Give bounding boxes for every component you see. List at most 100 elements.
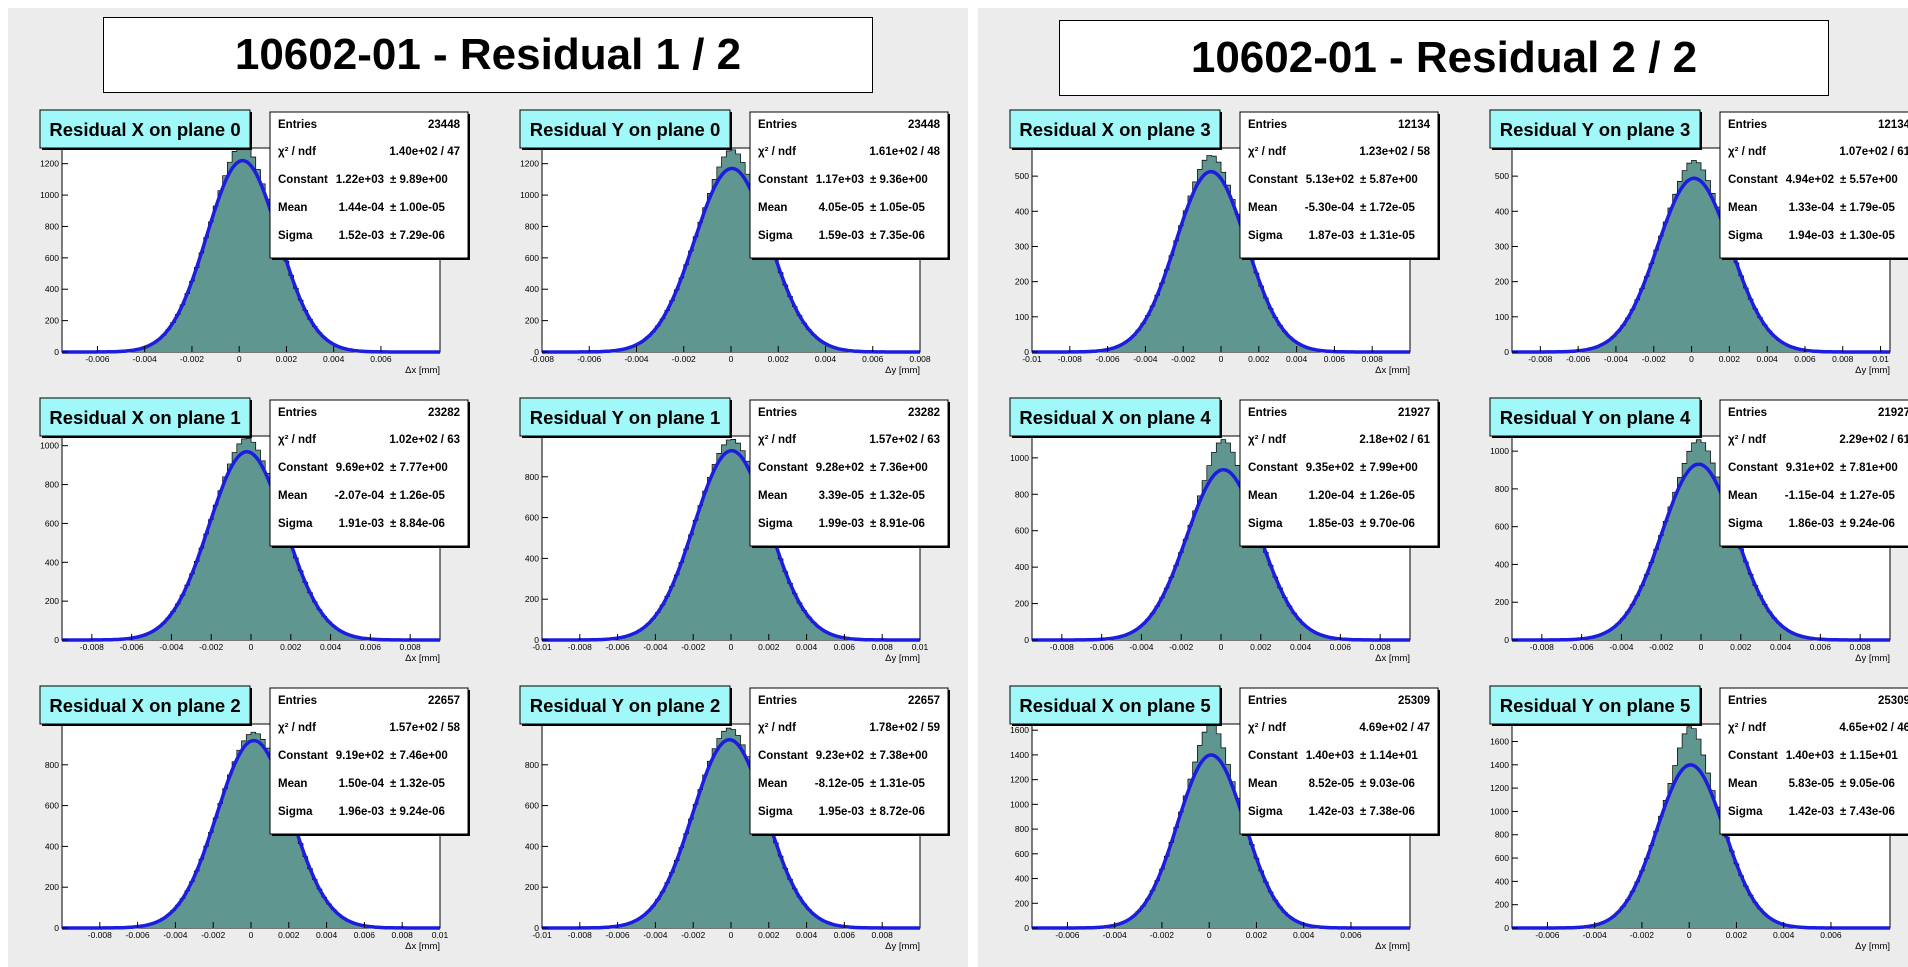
histogram-bin xyxy=(1206,465,1212,640)
histogram-bin xyxy=(697,222,703,352)
stats-mean-value: 4.05e-05 xyxy=(819,202,865,214)
stats-sigma-error: ± 7.38e-06 xyxy=(1360,806,1415,818)
histogram-bin xyxy=(227,463,233,640)
stats-label: Sigma xyxy=(758,518,793,530)
histogram-bin xyxy=(792,593,798,640)
histogram-bin xyxy=(1282,597,1288,640)
histogram-bin xyxy=(1639,585,1645,640)
histogram-bin xyxy=(1164,856,1170,928)
stats-box xyxy=(269,399,469,547)
stats-label: Constant xyxy=(1248,174,1298,186)
y-tick-label: 0 xyxy=(1024,635,1029,645)
histogram-bin xyxy=(773,545,779,640)
histogram-bin xyxy=(279,515,285,640)
histogram-bin xyxy=(298,843,304,928)
histogram-bin xyxy=(175,314,181,352)
histogram-bin xyxy=(1601,633,1607,640)
histogram-0: -0.006 -0.004 -0.002 0 0.002 0.004 0.006 0 200 40… xyxy=(39,109,470,376)
histogram-bin xyxy=(740,744,746,928)
histogram-bin xyxy=(1658,816,1664,928)
stats-constant-value: 1.17e+03 xyxy=(816,174,864,186)
histogram-title: Residual Y on plane 4 xyxy=(1500,407,1691,428)
title-box xyxy=(519,397,731,437)
histogram-bin xyxy=(1663,800,1669,928)
histogram-bin xyxy=(1786,630,1792,640)
histogram-bin xyxy=(336,346,342,352)
x-tick-label: 0.002 xyxy=(768,354,790,364)
fit-curve xyxy=(1032,169,1410,354)
stats-mean-value: -1.15e-04 xyxy=(1785,490,1835,502)
histogram-10: -0.006 -0.004 -0.002 0 0.002 0.004 0.006 0 200 40… xyxy=(1009,685,1440,952)
histogram-bin xyxy=(326,621,332,640)
histogram-bin xyxy=(1724,837,1730,928)
histogram-title: Residual Y on plane 2 xyxy=(530,695,721,716)
histogram-bin xyxy=(1272,577,1278,640)
histogram-bin xyxy=(1705,450,1711,640)
histogram-title: Residual X on plane 4 xyxy=(1019,407,1211,428)
histogram-bin xyxy=(1296,922,1302,928)
histogram-bin xyxy=(1221,439,1227,640)
histogram-bin xyxy=(754,784,760,928)
histogram-bin xyxy=(350,922,356,928)
stats-box xyxy=(269,687,469,835)
histogram-bin xyxy=(151,342,157,352)
x-tick-label: -0.006 xyxy=(1566,354,1590,364)
histogram-bin xyxy=(1615,331,1621,352)
histogram-bin xyxy=(1658,236,1664,352)
histogram-bin xyxy=(1630,309,1636,352)
stats-constant-error: ± 1.14e+01 xyxy=(1360,750,1418,762)
histogram-bin xyxy=(820,342,826,352)
stats-constant-error: ± 9.36e+00 xyxy=(870,174,928,186)
histogram-bin xyxy=(217,490,223,640)
x-tick-label: 0.008 xyxy=(1832,354,1854,364)
stats-mean-value: 1.50e-04 xyxy=(339,778,385,790)
histogram-bin xyxy=(1121,922,1127,928)
histogram-bin xyxy=(279,785,285,928)
histogram-bin xyxy=(1140,906,1146,928)
histogram-bin xyxy=(674,574,680,640)
histogram-bin xyxy=(232,761,238,928)
histogram-bin xyxy=(782,571,788,640)
stats-label: Entries xyxy=(1248,695,1287,707)
histogram-bin xyxy=(1715,207,1721,352)
y-tick-label: 800 xyxy=(45,760,59,770)
histogram-bin xyxy=(1757,595,1763,640)
stats-label: Sigma xyxy=(758,230,793,242)
histogram-bin xyxy=(1752,902,1758,928)
histogram-bin xyxy=(797,315,803,352)
stats-label: Mean xyxy=(758,778,787,790)
stats-label: χ² / ndf xyxy=(1248,434,1286,446)
stats-sigma-error: ± 7.43e-06 xyxy=(1840,806,1895,818)
histogram-bin xyxy=(307,592,313,640)
stats-sigma-value: 1.95e-03 xyxy=(819,806,864,818)
histogram-bin xyxy=(1216,162,1222,352)
histogram-bin xyxy=(137,636,143,640)
stats-label: Sigma xyxy=(1728,806,1763,818)
stats-mean-value: 1.33e-04 xyxy=(1789,202,1835,214)
histogram-bin xyxy=(806,909,812,928)
stats-mean-error: ± 1.72e-05 xyxy=(1360,202,1416,214)
x-tick-label: -0.006 xyxy=(1055,930,1079,940)
x-axis-label: Δx [mm] xyxy=(1375,365,1410,376)
histogram-bin xyxy=(1634,881,1640,928)
y-tick-label: 500 xyxy=(1015,171,1029,181)
x-tick-label: -0.002 xyxy=(1642,354,1666,364)
stats-box xyxy=(749,399,949,547)
stats-label: Sigma xyxy=(1248,518,1283,530)
y-tick-label: 0 xyxy=(534,635,539,645)
y-tick-label: 600 xyxy=(525,253,539,263)
stats-mean-error: ± 1.26e-05 xyxy=(390,490,446,502)
histogram-bin xyxy=(1169,577,1175,640)
stats-label: Sigma xyxy=(1248,230,1283,242)
histogram-bin xyxy=(1150,890,1156,928)
y-tick-label: 200 xyxy=(45,882,59,892)
histogram-bin xyxy=(801,610,807,640)
histogram-bin xyxy=(797,602,803,640)
histogram-bin xyxy=(1724,235,1730,352)
stats-entries-value: 23448 xyxy=(908,119,941,131)
histogram-bin xyxy=(1263,882,1269,928)
x-tick-label: -0.006 xyxy=(85,354,109,364)
histogram-bin xyxy=(811,622,817,640)
histogram-bin xyxy=(340,632,346,640)
histogram-bin xyxy=(232,151,238,352)
